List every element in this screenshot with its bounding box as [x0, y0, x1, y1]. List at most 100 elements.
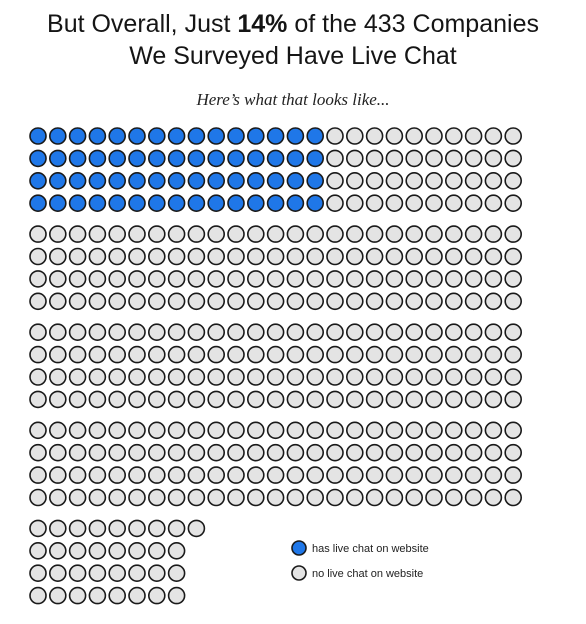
- waffle-dot-live-chat: [68, 194, 87, 212]
- waffle-dot-no-live-chat: [326, 149, 344, 168]
- waffle-dot-no-live-chat: [187, 345, 206, 364]
- waffle-dot-no-live-chat: [365, 225, 384, 243]
- waffle-dot-no-live-chat: [484, 172, 503, 190]
- waffle-dot-no-live-chat: [484, 466, 503, 484]
- waffle-dot-no-live-chat: [48, 247, 67, 266]
- waffle-dot-no-live-chat: [326, 345, 344, 364]
- waffle-dot-no-live-chat: [108, 292, 126, 311]
- waffle-dot-no-live-chat: [128, 488, 146, 507]
- waffle-dot-live-chat: [286, 194, 305, 212]
- waffle-dot-no-live-chat: [345, 488, 364, 507]
- waffle-dot-no-live-chat: [345, 172, 364, 190]
- waffle-dot-no-live-chat: [29, 323, 47, 342]
- waffle-dot-no-live-chat: [405, 225, 424, 243]
- waffle-dot-no-live-chat: [266, 225, 285, 243]
- waffle-dot-no-live-chat: [48, 292, 67, 311]
- waffle-dot-no-live-chat: [345, 292, 364, 311]
- waffle-dot-live-chat: [187, 127, 206, 145]
- waffle-dot-no-live-chat: [48, 390, 67, 409]
- waffle-dot-no-live-chat: [148, 586, 166, 605]
- waffle-dot-no-live-chat: [385, 127, 404, 145]
- waffle-dot-no-live-chat: [227, 421, 245, 440]
- waffle-dot-no-live-chat: [29, 225, 47, 243]
- waffle-dot-no-live-chat: [68, 292, 87, 311]
- waffle-dot-no-live-chat: [207, 270, 225, 288]
- waffle-dot-no-live-chat: [48, 323, 67, 342]
- waffle-dot-no-live-chat: [148, 225, 166, 243]
- waffle-dot-no-live-chat: [167, 421, 186, 440]
- waffle-dot-no-live-chat: [464, 443, 483, 462]
- waffle-dot-live-chat: [306, 149, 325, 168]
- waffle-dot-no-live-chat: [207, 421, 225, 440]
- legend-label-no-live-chat: no live chat on website: [312, 568, 423, 580]
- waffle-dot-live-chat: [306, 127, 325, 145]
- waffle-dot-no-live-chat: [207, 247, 225, 266]
- waffle-dot-no-live-chat: [345, 194, 364, 212]
- waffle-dot-no-live-chat: [306, 390, 325, 409]
- waffle-dot-no-live-chat: [187, 225, 206, 243]
- waffle-dot-no-live-chat: [187, 292, 206, 311]
- waffle-dot-no-live-chat: [405, 443, 424, 462]
- waffle-dot-no-live-chat: [444, 466, 463, 484]
- waffle-dot-live-chat: [88, 172, 107, 190]
- waffle-dot-live-chat: [29, 172, 47, 190]
- waffle-dot-no-live-chat: [345, 127, 364, 145]
- waffle-dot-no-live-chat: [464, 149, 483, 168]
- waffle-dot-no-live-chat: [227, 225, 245, 243]
- waffle-dot-no-live-chat: [326, 323, 344, 342]
- waffle-dot-no-live-chat: [425, 488, 443, 507]
- waffle-dot-no-live-chat: [128, 443, 146, 462]
- waffle-dot-no-live-chat: [484, 292, 503, 311]
- waffle-dot-live-chat: [247, 149, 265, 168]
- waffle-dot-live-chat: [207, 127, 225, 145]
- waffle-dot-no-live-chat: [266, 292, 285, 311]
- waffle-dot-no-live-chat: [405, 466, 424, 484]
- waffle-dot-no-live-chat: [128, 466, 146, 484]
- waffle-dot-live-chat: [148, 127, 166, 145]
- waffle-dot-no-live-chat: [306, 345, 325, 364]
- waffle-dot-no-live-chat: [108, 586, 126, 605]
- waffle-dot-no-live-chat: [128, 323, 146, 342]
- waffle-dot-no-live-chat: [484, 488, 503, 507]
- waffle-dot-no-live-chat: [365, 368, 384, 386]
- waffle-dot-no-live-chat: [504, 172, 523, 190]
- waffle-dot-no-live-chat: [444, 172, 463, 190]
- waffle-dot-live-chat: [187, 149, 206, 168]
- waffle-dot-no-live-chat: [345, 443, 364, 462]
- waffle-dot-no-live-chat: [464, 247, 483, 266]
- waffle-dot-no-live-chat: [425, 443, 443, 462]
- waffle-dot-no-live-chat: [385, 345, 404, 364]
- waffle-dot-no-live-chat: [504, 421, 523, 440]
- waffle-dot-no-live-chat: [306, 466, 325, 484]
- waffle-dot-no-live-chat: [148, 519, 166, 538]
- waffle-dot-live-chat: [207, 194, 225, 212]
- waffle-dot-live-chat: [68, 172, 87, 190]
- waffle-dot-no-live-chat: [444, 247, 463, 266]
- waffle-dot-no-live-chat: [365, 194, 384, 212]
- waffle-dot-no-live-chat: [88, 421, 107, 440]
- waffle-dot-no-live-chat: [167, 586, 186, 605]
- waffle-dot-no-live-chat: [68, 323, 87, 342]
- waffle-dot-no-live-chat: [68, 225, 87, 243]
- waffle-dot-no-live-chat: [444, 421, 463, 440]
- waffle-dot-no-live-chat: [425, 270, 443, 288]
- waffle-dot-live-chat: [48, 172, 67, 190]
- waffle-dot-no-live-chat: [266, 488, 285, 507]
- waffle-dot-no-live-chat: [167, 292, 186, 311]
- waffle-dot-no-live-chat: [484, 421, 503, 440]
- waffle-dot-no-live-chat: [68, 345, 87, 364]
- waffle-dot-no-live-chat: [405, 270, 424, 288]
- legend-swatch-no-live-chat: [291, 565, 307, 581]
- waffle-dot-no-live-chat: [108, 541, 126, 560]
- waffle-dot-no-live-chat: [167, 519, 186, 538]
- waffle-dot-live-chat: [187, 172, 206, 190]
- waffle-dot-live-chat: [306, 172, 325, 190]
- waffle-dot-live-chat: [48, 194, 67, 212]
- waffle-dot-live-chat: [128, 149, 146, 168]
- waffle-dot-live-chat: [227, 172, 245, 190]
- waffle-dot-no-live-chat: [425, 345, 443, 364]
- waffle-dot-no-live-chat: [504, 247, 523, 266]
- waffle-dot-no-live-chat: [286, 292, 305, 311]
- waffle-dot-no-live-chat: [365, 466, 384, 484]
- waffle-dot-live-chat: [247, 194, 265, 212]
